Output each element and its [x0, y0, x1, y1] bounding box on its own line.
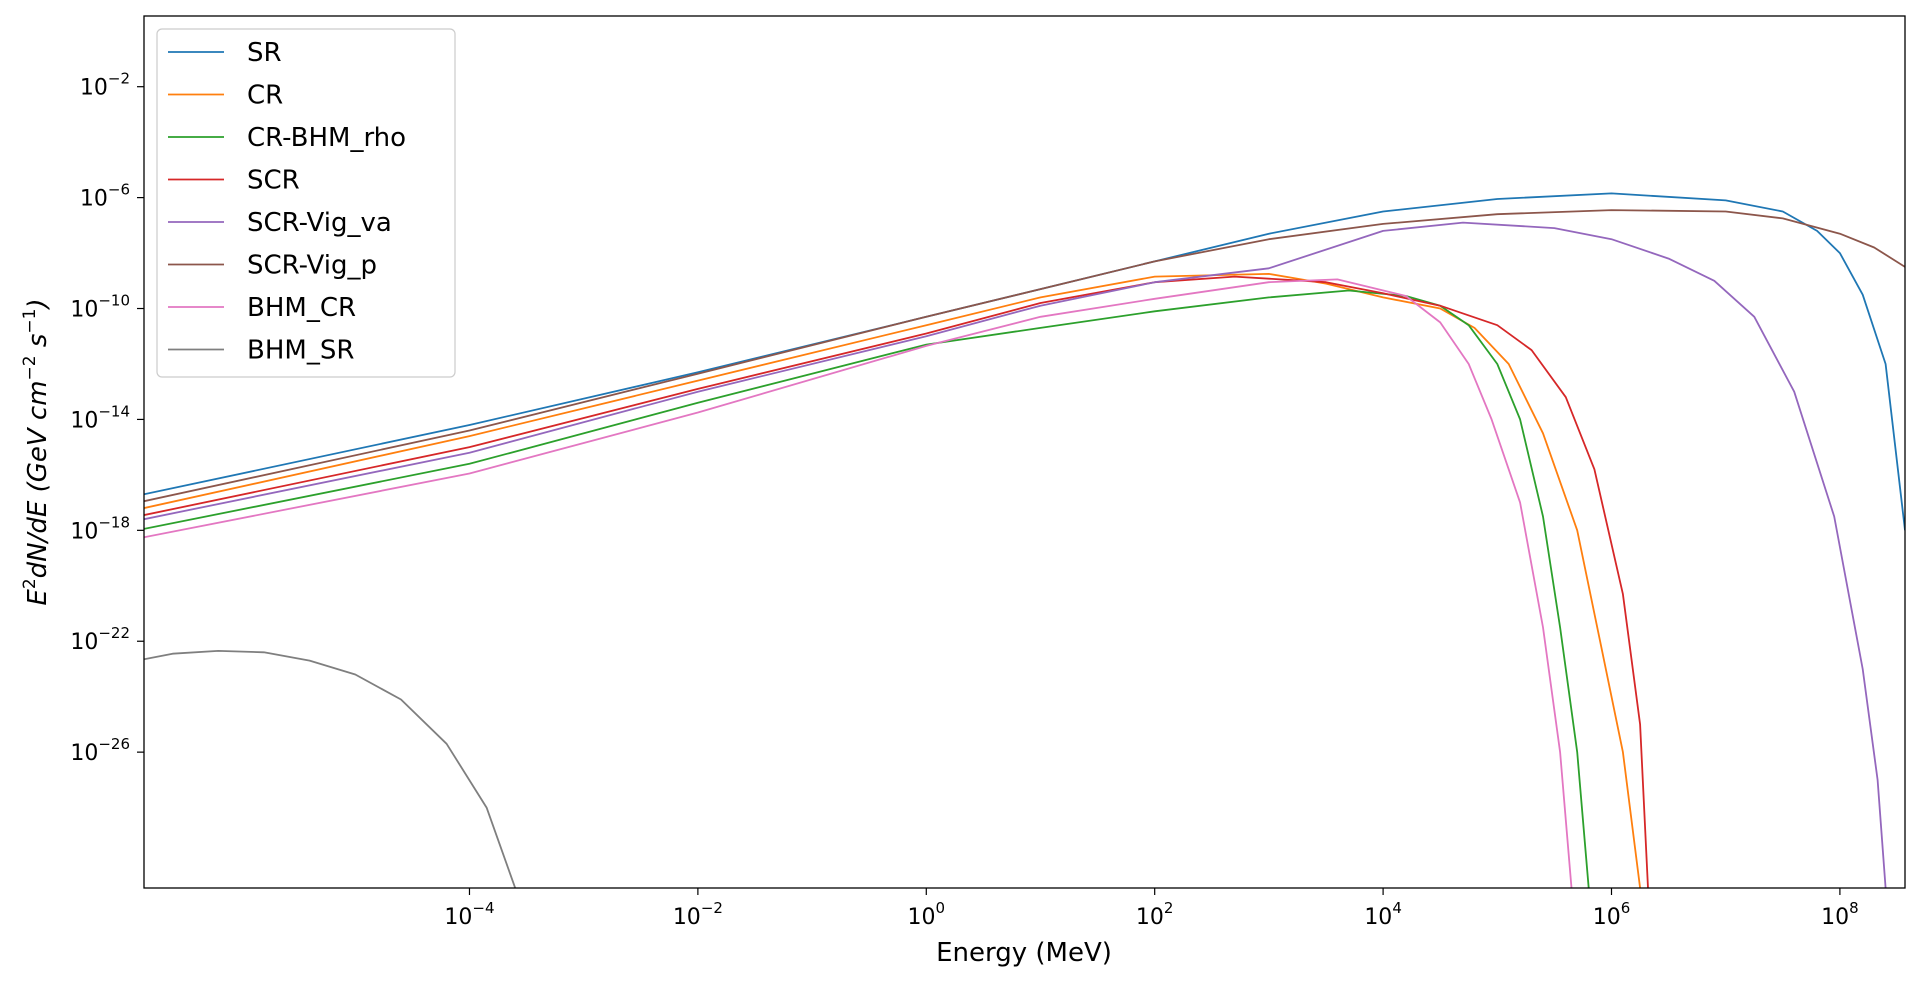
y-tick-exp: −18 — [98, 513, 130, 531]
legend-entry: SCR-Vig_va — [168, 208, 392, 238]
legend-label: SCR — [247, 166, 300, 196]
x-tick-base: 10 — [444, 905, 472, 930]
legend-label: BHM_SR — [247, 336, 354, 366]
y-label-part: s — [23, 334, 53, 356]
x-tick-label: 10−4 — [444, 899, 494, 930]
x-tick-exp: −2 — [701, 899, 723, 917]
x-tick-label: 106 — [1593, 899, 1631, 930]
x-tick-base: 10 — [1821, 905, 1849, 930]
legend-entry: SR — [168, 38, 282, 68]
y-tick-label: 10−6 — [80, 181, 130, 212]
x-tick-base: 10 — [673, 905, 701, 930]
legend-box — [156, 28, 456, 378]
legend-label: BHM_CR — [247, 293, 356, 323]
x-tick-exp: 8 — [1849, 899, 1859, 917]
legend-entry: SCR-Vig_p — [168, 251, 377, 281]
x-tick-exp: −4 — [472, 899, 494, 917]
series-line-bhm-cr — [144, 278, 1573, 888]
legend-label: SCR-Vig_va — [247, 208, 392, 238]
x-axis: 10−4 10−2 100 102 104 106 108 — [444, 888, 1859, 930]
series-line-scr — [144, 275, 1649, 888]
y-tick-base: 10 — [70, 519, 98, 544]
series-layer — [144, 192, 1905, 888]
y-tick-base: 10 — [70, 408, 98, 433]
x-tick-label: 100 — [908, 899, 946, 930]
y-tick-base: 10 — [70, 741, 98, 766]
series-line-cr — [144, 273, 1641, 888]
y-tick-base: 10 — [80, 76, 108, 101]
x-tick-label: 104 — [1364, 899, 1402, 930]
y-tick-base: 10 — [80, 187, 108, 212]
x-tick-label: 108 — [1821, 899, 1859, 930]
legend-label: CR-BHM_rho — [247, 123, 406, 153]
y-label-part: ) — [23, 298, 53, 310]
series-line-scr-vig-va — [144, 221, 1887, 888]
y-tick-label: 10−10 — [70, 292, 130, 323]
x-tick-exp: 0 — [936, 899, 946, 917]
svg-text:E2dN/dE (GeV cm−2 s−1): E2dN/dE (GeV cm−2 s−1) — [20, 298, 53, 605]
y-tick-exp: −2 — [108, 70, 130, 88]
legend-label: CR — [247, 81, 283, 111]
x-tick-base: 10 — [1364, 905, 1392, 930]
y-label-sup: −2 — [20, 355, 40, 380]
y-tick-label: 10−18 — [70, 513, 130, 544]
legend-entry: SCR — [168, 166, 300, 196]
y-label-sup: 2 — [20, 578, 40, 589]
y-label-part: dN/dE (GeV cm — [23, 380, 53, 578]
series-line-scr-vig-p — [144, 209, 1905, 503]
x-tick-label: 102 — [1136, 899, 1174, 930]
x-tick-exp: 2 — [1164, 899, 1174, 917]
x-tick-base: 10 — [908, 905, 936, 930]
legend-entry: CR — [168, 81, 283, 111]
legend-label: SCR-Vig_p — [247, 251, 377, 281]
y-tick-base: 10 — [70, 630, 98, 655]
y-tick-base: 10 — [70, 298, 98, 323]
y-tick-exp: −10 — [98, 292, 130, 310]
x-tick-base: 10 — [1593, 905, 1621, 930]
y-axis-label: E2dN/dE (GeV cm−2 s−1) — [20, 298, 53, 605]
y-tick-label: 10−26 — [70, 735, 130, 766]
legend-entry: BHM_SR — [168, 336, 354, 366]
y-label-part: E — [23, 589, 53, 606]
y-tick-exp: −14 — [98, 402, 130, 420]
y-tick-label: 10−22 — [70, 624, 130, 655]
y-tick-label: 10−2 — [80, 70, 130, 101]
plot-frame — [143, 15, 1906, 889]
x-axis-label: Energy (MeV) — [936, 938, 1112, 968]
legend-entry: BHM_CR — [168, 293, 356, 323]
x-tick-label: 10−2 — [673, 899, 723, 930]
legend: SR CR CR-BHM_rho SCR SCR-Vig_va SCR-Vig_p BHM_… — [156, 28, 456, 378]
x-tick-base: 10 — [1136, 905, 1164, 930]
y-tick-exp: −22 — [98, 624, 130, 642]
legend-entry: CR-BHM_rho — [168, 123, 406, 153]
y-tick-exp: −26 — [98, 735, 130, 753]
y-tick-exp: −6 — [108, 181, 130, 199]
x-tick-exp: 4 — [1392, 899, 1402, 917]
legend-label: SR — [247, 38, 282, 68]
y-tick-label: 10−14 — [70, 402, 130, 433]
series-line-bhm-sr — [144, 650, 517, 888]
y-label-sup: −1 — [20, 309, 40, 334]
x-tick-exp: 6 — [1621, 899, 1631, 917]
